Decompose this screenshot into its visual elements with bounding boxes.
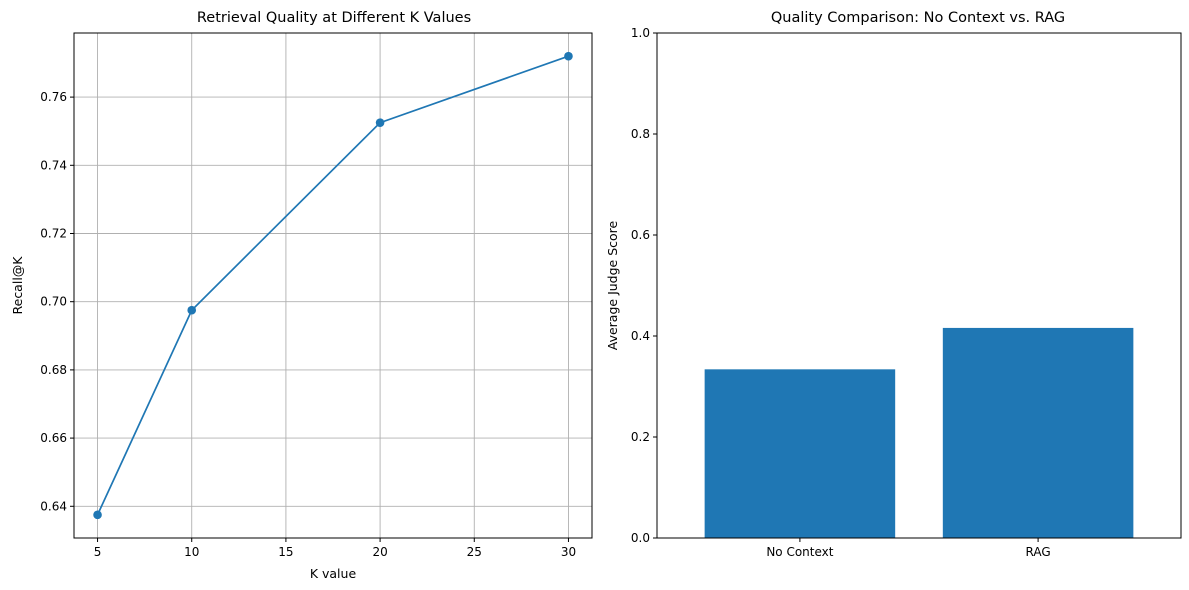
recall-point [375,118,385,127]
y-tick-label: 0.8 [631,127,650,141]
x-axis-label: K value [310,566,357,581]
recall-line [96,55,569,516]
x-tick-label: 5 [94,545,102,559]
plot-frame [656,32,1182,539]
chart-title: Quality Comparison: No Context vs. RAG [771,10,1065,26]
y-tick-label: 0.6 [631,228,650,242]
quality-bar-chart: Quality Comparison: No Context vs. RAG N… [605,10,1182,559]
x-axis-ticks: 5 10 15 20 25 30 [94,538,576,559]
y-tick-label: 0.4 [631,329,650,343]
recall-line-chart: Retrieval Quality at Different K Values … [10,10,593,581]
bar [942,327,1134,538]
y-tick-label: 1.0 [631,26,650,40]
chart-title: Retrieval Quality at Different K Values [197,10,471,26]
x-tick-label: No Context [766,545,833,559]
x-tick-label: 25 [467,545,482,559]
x-tick-label: 30 [561,545,576,559]
recall-series [93,51,573,520]
plot-frame [73,32,593,539]
y-tick-label: 0.68 [40,363,67,377]
recall-point [564,51,573,61]
y-axis-ticks: 0.0 0.2 0.4 0.6 0.8 1.0 [631,26,657,545]
x-tick-label: RAG [1026,545,1051,559]
recall-point [93,510,102,520]
y-tick-label: 0.66 [40,431,67,445]
bar [704,369,896,538]
x-tick-label: 10 [184,545,199,559]
x-tick-label: 20 [372,545,387,559]
bars [704,327,1134,538]
y-tick-label: 0.64 [40,499,67,513]
y-axis-label: Average Judge Score [605,220,620,350]
x-axis-ticks: No Context RAG [766,538,1051,559]
y-axis-ticks: 0.64 0.66 0.68 0.70 0.72 0.74 0.76 [40,90,74,513]
y-tick-label: 0.72 [40,226,67,240]
grid-lines [74,33,592,538]
recall-point [187,305,197,315]
x-tick-label: 15 [278,545,293,559]
y-tick-label: 0.76 [40,90,67,104]
y-tick-label: 0.70 [40,295,67,309]
y-tick-label: 0.0 [631,531,650,545]
y-tick-label: 0.74 [40,158,67,172]
y-axis-label: Recall@K [10,256,25,315]
y-tick-label: 0.2 [631,430,650,444]
